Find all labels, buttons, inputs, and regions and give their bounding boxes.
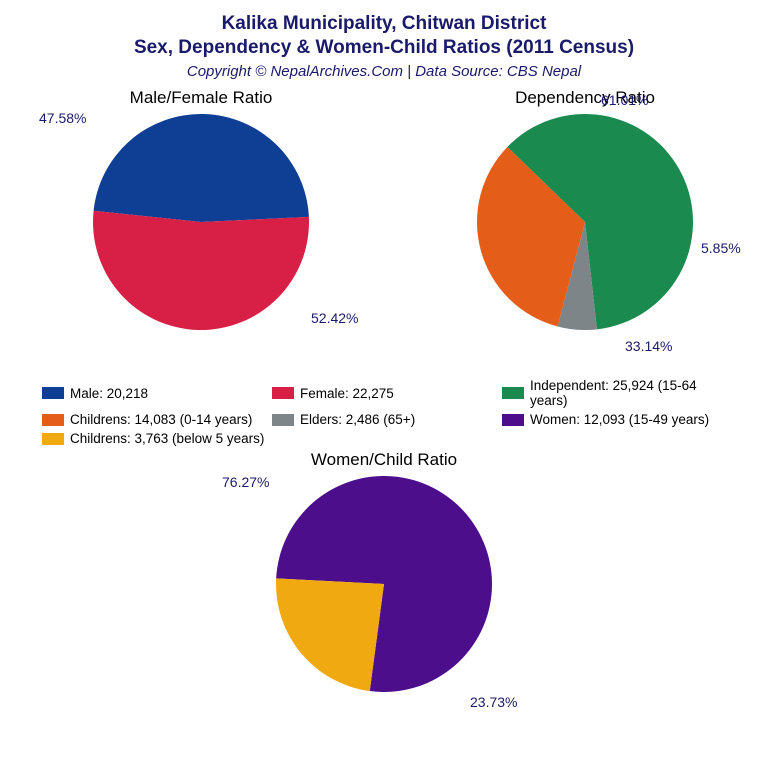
pie-slice — [93, 211, 309, 330]
pie-chart-2 — [477, 114, 693, 330]
legend-text: Independent: 25,924 (15-64 years) — [530, 378, 732, 408]
pie-label: 52.42% — [311, 310, 358, 326]
pie-slice — [276, 578, 384, 691]
legend-item: Women: 12,093 (15-49 years) — [502, 412, 732, 427]
pie-label: 5.85% — [701, 240, 741, 256]
legend-swatch — [42, 387, 64, 399]
legend-item: Elders: 2,486 (65+) — [272, 412, 502, 427]
legend: Male: 20,218 Female: 22,275 Independent: 2… — [42, 378, 742, 446]
pie-chart-1 — [93, 114, 309, 330]
title-line-2: Sex, Dependency & Women-Child Ratios (20… — [0, 36, 768, 60]
pie-chart-3 — [276, 476, 492, 692]
legend-item: Female: 22,275 — [272, 378, 502, 408]
pie-label: 61.01% — [601, 92, 648, 108]
chart-women-child-area: Women/Child Ratio 76.27% 23.73% — [0, 450, 768, 697]
subtitle: Copyright © NepalArchives.Com | Data Sou… — [0, 63, 768, 80]
title-block: Kalika Municipality, Chitwan District Se… — [0, 0, 768, 80]
legend-swatch — [272, 387, 294, 399]
title-line-1: Kalika Municipality, Chitwan District — [0, 12, 768, 36]
pie-label: 33.14% — [625, 338, 672, 354]
pie-wrap-3: 76.27% 23.73% — [276, 476, 492, 697]
legend-text: Male: 20,218 — [70, 386, 148, 401]
pie-wrap-2: 61.01% 5.85% 33.14% — [477, 114, 693, 335]
legend-text: Childrens: 14,083 (0-14 years) — [70, 412, 252, 427]
chart-title: Dependency Ratio — [420, 88, 750, 108]
legend-swatch — [502, 387, 524, 399]
legend-item: Independent: 25,924 (15-64 years) — [502, 378, 732, 408]
pie-label: 23.73% — [470, 694, 517, 710]
pie-label: 76.27% — [222, 474, 269, 490]
chart-title: Women/Child Ratio — [0, 450, 768, 470]
pie-slice — [94, 114, 309, 222]
legend-swatch — [502, 414, 524, 426]
chart-title: Male/Female Ratio — [36, 88, 366, 108]
legend-text: Childrens: 3,763 (below 5 years) — [70, 431, 264, 446]
pie-label: 47.58% — [39, 110, 86, 126]
legend-text: Women: 12,093 (15-49 years) — [530, 412, 709, 427]
legend-swatch — [42, 433, 64, 445]
legend-item: Childrens: 14,083 (0-14 years) — [42, 412, 272, 427]
legend-item: Childrens: 3,763 (below 5 years) — [42, 431, 272, 446]
legend-swatch — [42, 414, 64, 426]
legend-text: Elders: 2,486 (65+) — [300, 412, 415, 427]
chart-dependency: Dependency Ratio 61.01% 5.85% 33.14% — [420, 88, 750, 335]
chart-male-female: Male/Female Ratio 47.58% 52.42% — [36, 88, 366, 335]
legend-text: Female: 22,275 — [300, 386, 394, 401]
charts-row-1: Male/Female Ratio 47.58% 52.42% Dependen… — [0, 88, 768, 378]
legend-item: Male: 20,218 — [42, 378, 272, 408]
legend-swatch — [272, 414, 294, 426]
pie-wrap-1: 47.58% 52.42% — [93, 114, 309, 335]
